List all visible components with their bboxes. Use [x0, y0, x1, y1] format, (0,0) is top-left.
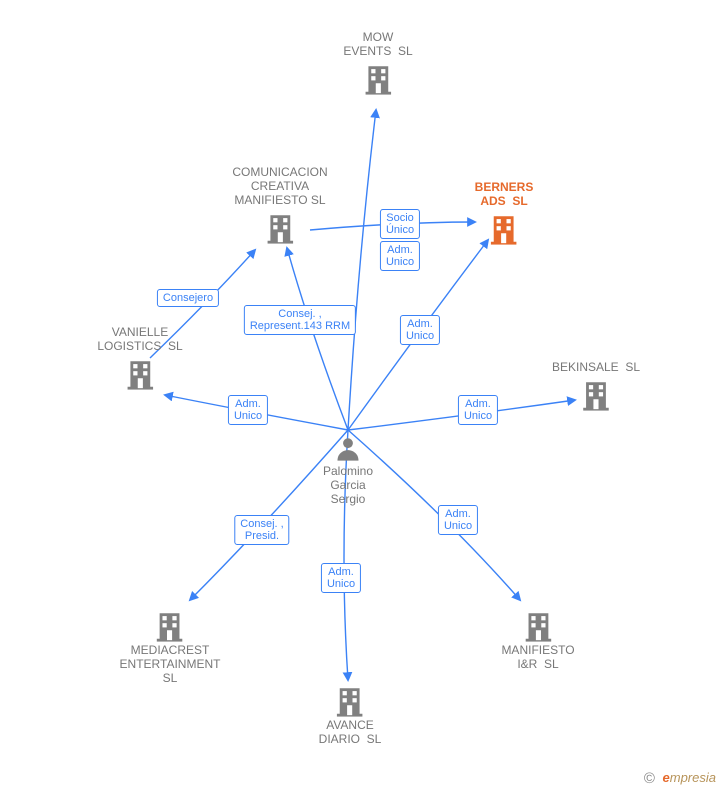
brand-rest: mpresia [670, 770, 716, 785]
person-icon [334, 434, 362, 464]
building-icon [361, 62, 395, 96]
edge-label: Consej. , Presid. [234, 515, 289, 545]
watermark: © empresia [644, 770, 716, 787]
node-manifiestoir[interactable]: MANIFIESTO I&R SL [501, 605, 574, 671]
building-icon [333, 684, 367, 718]
node-label: AVANCE DIARIO SL [319, 718, 382, 746]
node-label: COMUNICACION CREATIVA MANIFIESTO SL [232, 165, 327, 207]
building-icon [579, 378, 613, 412]
node-label: MANIFIESTO I&R SL [501, 643, 574, 671]
node-ccm[interactable]: COMUNICACION CREATIVA MANIFIESTO SL [232, 165, 327, 245]
node-berners[interactable]: BERNERS ADS SL [475, 180, 534, 246]
edge-label: Consej. , Represent.143 RRM [244, 305, 356, 335]
edge-label: Adm. Unico [228, 395, 268, 425]
node-label: MOW EVENTS SL [343, 30, 412, 58]
copyright-symbol: © [644, 770, 655, 787]
building-icon [263, 211, 297, 245]
node-label: Palomino Garcia Sergio [323, 464, 373, 506]
building-icon [521, 609, 555, 643]
edge-person-ccm [287, 248, 348, 430]
building-icon [487, 212, 521, 246]
edge-label: Adm. Unico [458, 395, 498, 425]
edge-label: Consejero [157, 289, 219, 307]
edge-label: Socio Único [380, 209, 420, 239]
edge-label: Adm. Unico [400, 315, 440, 345]
node-label: MEDIACREST ENTERTAINMENT SL [120, 643, 221, 685]
node-vanielle[interactable]: VANIELLE LOGISTICS SL [97, 325, 182, 391]
diagram-canvas: Palomino Garcia Sergio MOW EVENTS SL COMU… [0, 0, 728, 795]
node-label: VANIELLE LOGISTICS SL [97, 325, 182, 353]
edge-label: Adm. Unico [380, 241, 420, 271]
node-bekinsale[interactable]: BEKINSALE SL [552, 360, 640, 412]
node-label: BERNERS ADS SL [475, 180, 534, 208]
edge-label: Adm. Unico [438, 505, 478, 535]
node-mediacrest[interactable]: MEDIACREST ENTERTAINMENT SL [120, 605, 221, 685]
edge-person-manifiestoir [348, 430, 520, 600]
building-icon [123, 357, 157, 391]
node-mow[interactable]: MOW EVENTS SL [343, 30, 412, 96]
node-label: BEKINSALE SL [552, 360, 640, 374]
edge-label: Adm. Unico [321, 563, 361, 593]
edge-person-mow [348, 110, 376, 430]
node-person-center[interactable]: Palomino Garcia Sergio [323, 430, 373, 506]
node-avance[interactable]: AVANCE DIARIO SL [319, 680, 382, 746]
building-icon [153, 609, 187, 643]
brand-first-letter: e [663, 770, 670, 785]
